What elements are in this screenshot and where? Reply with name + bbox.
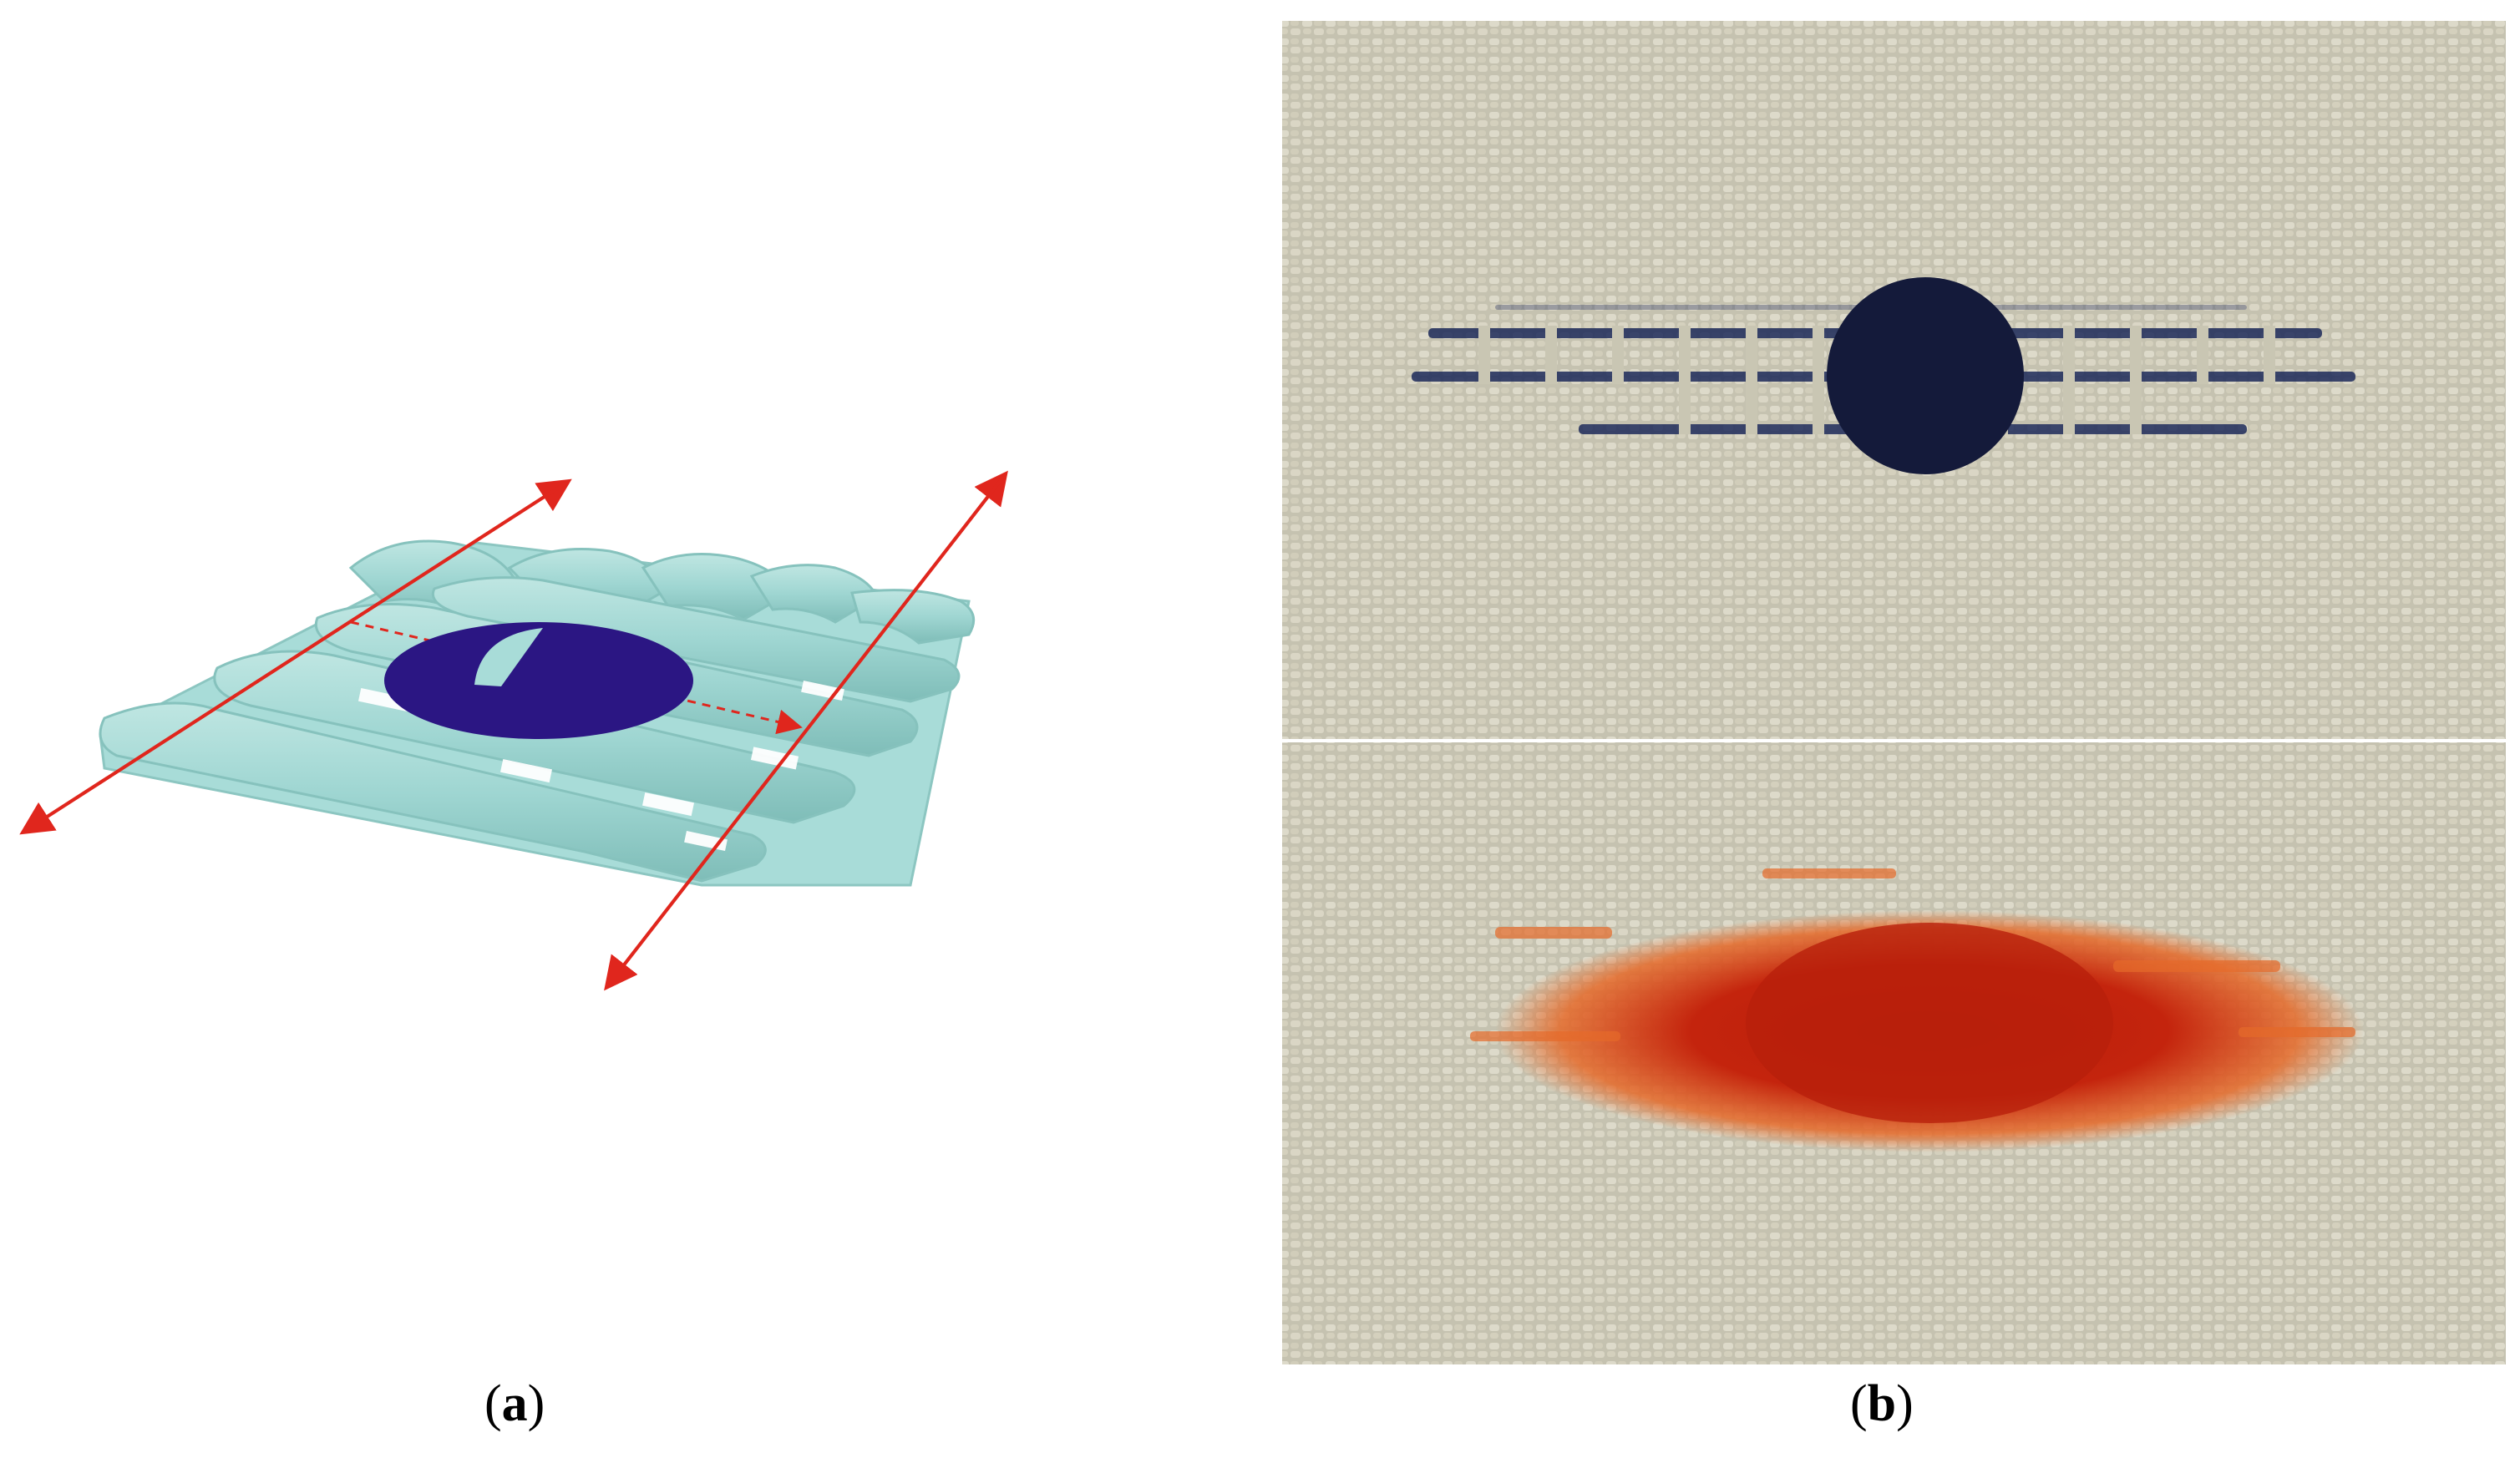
photo-divider (1282, 739, 2506, 742)
stain-photographs (1282, 21, 2506, 1364)
caption-a-letter: a (501, 1375, 528, 1432)
fabric-model-illustration (19, 470, 1008, 991)
panel-a-fabric-model (0, 0, 1253, 1463)
caption-b-letter: b (1867, 1375, 1897, 1432)
photo-bottom-red-stain (1282, 742, 2506, 1364)
caption-b: (b) (1850, 1375, 1914, 1432)
weft-yarns (348, 539, 976, 645)
droplet (384, 622, 693, 739)
direction-arrows (19, 470, 1008, 991)
caption-a: (a) (484, 1375, 545, 1432)
panel-b-stain-photos (1278, 0, 2520, 1463)
photo-top-dark-stain (1282, 21, 2506, 739)
